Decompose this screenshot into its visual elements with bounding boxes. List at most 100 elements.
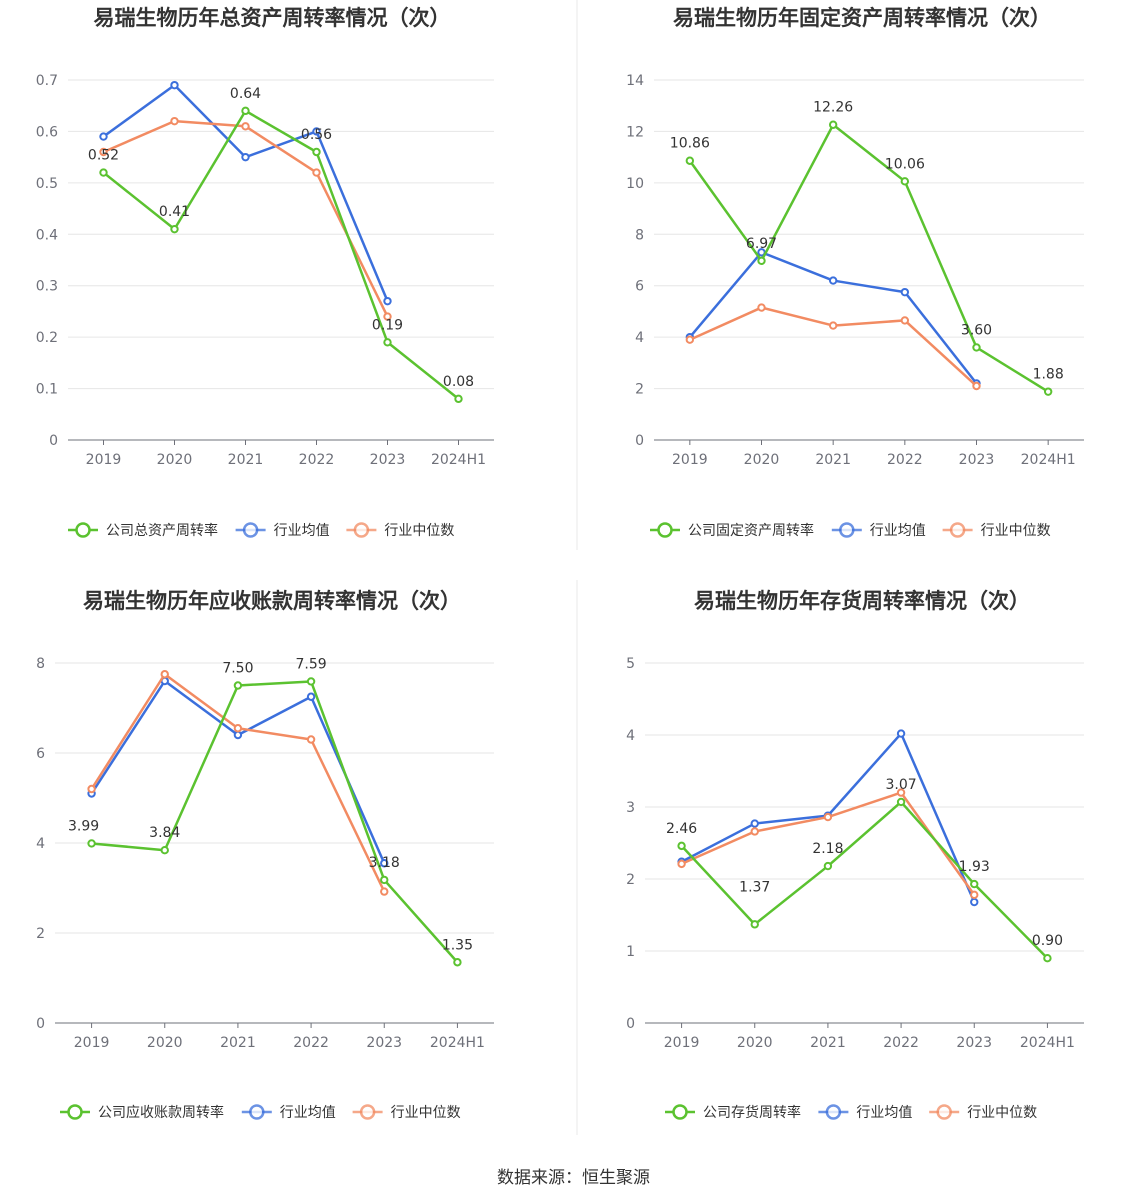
legend-label: 公司存货周转率 — [703, 1104, 801, 1121]
chart-panel-2: 易瑞生物历年固定资产周转率情况（次） 0 2 4 6 8 10 12 14 2019 2020 202… — [626, 6, 1084, 539]
x-tick-label: 2023 — [956, 1035, 992, 1051]
legend-marker — [75, 522, 91, 538]
data-label: 0.41 — [159, 204, 190, 220]
data-label: 1.93 — [959, 859, 990, 875]
data-label: 2.46 — [666, 821, 697, 837]
data-point — [383, 296, 392, 306]
data-point — [1043, 954, 1052, 963]
legend-label: 公司总资产周转率 — [106, 522, 218, 539]
data-point — [380, 887, 389, 896]
x-tick-label: 2023 — [366, 1035, 402, 1051]
legend-marker — [242, 522, 259, 538]
chart-panel-3: 易瑞生物历年应收账款周转率情况（次） 0 2 4 6 8 2019 2020 2021 2022 2… — [36, 589, 494, 1121]
x-tick-label: 2019 — [74, 1035, 110, 1051]
x-tick-label: 2021 — [228, 452, 264, 468]
x-tick-label: 2019 — [672, 452, 708, 468]
y-tick-label: 0 — [49, 433, 58, 449]
series-line-3 — [90, 673, 386, 893]
data-point — [312, 147, 321, 157]
y-tick-label: 12 — [626, 124, 644, 140]
data-point — [160, 670, 169, 679]
legend-marker — [657, 522, 673, 538]
data-point — [750, 827, 759, 836]
series-line-1 — [688, 123, 1049, 393]
data-label: 3.18 — [369, 855, 400, 871]
series-line-2 — [102, 83, 389, 302]
data-point — [970, 897, 979, 907]
x-tick-label: 2022 — [883, 1035, 919, 1051]
y-tick-label: 0.5 — [36, 176, 58, 192]
legend-marker — [949, 522, 966, 538]
legend-label: 行业均值 — [274, 523, 330, 539]
data-label: 0.08 — [443, 374, 474, 390]
series-line-3 — [689, 306, 978, 387]
data-point — [972, 381, 981, 391]
data-point — [896, 729, 906, 738]
x-tick-label: 2022 — [299, 452, 335, 468]
data-point — [757, 303, 766, 312]
x-tick-label: 2020 — [737, 1035, 773, 1051]
legend-marker — [839, 522, 855, 538]
data-point — [453, 958, 462, 967]
x-tick-label: 2020 — [147, 1035, 183, 1051]
y-tick-label: 3 — [626, 800, 635, 816]
data-point — [383, 338, 392, 347]
y-tick-label: 0.4 — [36, 227, 58, 243]
y-tick-label: 0.7 — [36, 73, 58, 89]
data-point — [312, 168, 321, 177]
data-point — [454, 394, 463, 404]
data-point — [170, 224, 179, 234]
data-point — [896, 788, 906, 797]
legend-label: 行业中位数 — [981, 523, 1051, 539]
legend-label: 行业中位数 — [384, 523, 454, 539]
data-point — [306, 692, 316, 701]
series-line-2 — [688, 251, 978, 385]
data-point — [99, 147, 108, 157]
legend-marker — [672, 1104, 688, 1120]
data-point — [828, 321, 838, 330]
series-line-3 — [103, 119, 389, 318]
data-label: 10.06 — [885, 156, 925, 172]
data-point — [380, 859, 389, 868]
data-point — [383, 312, 392, 321]
data-point — [170, 80, 179, 90]
legend-marker — [825, 1104, 842, 1120]
data-label: 3.84 — [149, 825, 180, 841]
data-point — [823, 812, 833, 822]
data-label: 3.07 — [885, 777, 916, 793]
y-tick-label: 0.1 — [36, 382, 58, 398]
data-point — [685, 156, 695, 165]
data-label: 12.26 — [813, 100, 853, 116]
data-label: 6.97 — [746, 236, 777, 252]
data-point — [828, 120, 838, 129]
x-tick-label: 2024H1 — [1020, 1035, 1075, 1051]
data-label: 0.64 — [230, 86, 261, 102]
data-point — [900, 177, 910, 186]
chart-title: 易瑞生物历年存货周转率情况（次） — [694, 589, 1030, 613]
y-tick-label: 0 — [626, 1016, 635, 1032]
series-line-1 — [91, 680, 459, 964]
data-label: 10.86 — [670, 136, 710, 152]
y-tick-label: 8 — [36, 656, 45, 672]
y-tick-label: 0.6 — [36, 124, 58, 140]
data-point — [170, 116, 179, 126]
x-tick-label: 2022 — [887, 452, 923, 468]
data-point — [241, 152, 250, 162]
source-label: 数据来源：恒生聚源 — [497, 1168, 650, 1188]
data-label: 7.50 — [222, 661, 253, 677]
legend-marker — [359, 1104, 376, 1120]
data-point — [233, 724, 243, 733]
data-point — [970, 879, 979, 889]
x-tick-label: 2021 — [220, 1035, 256, 1051]
chart-panel-4: 易瑞生物历年存货周转率情况（次） 0 1 2 3 4 5 2019 2020 2021 2022 20… — [626, 589, 1084, 1121]
data-label: 1.37 — [739, 879, 770, 895]
data-point — [750, 920, 759, 929]
legend-label: 行业均值 — [280, 1105, 336, 1121]
x-tick-label: 2019 — [86, 452, 122, 468]
data-point — [233, 681, 243, 690]
y-tick-label: 0 — [635, 433, 644, 449]
x-tick-label: 2024H1 — [430, 1035, 485, 1051]
chart-title: 易瑞生物历年总资产周转率情况（次） — [94, 6, 451, 30]
y-tick-label: 4 — [36, 836, 45, 852]
